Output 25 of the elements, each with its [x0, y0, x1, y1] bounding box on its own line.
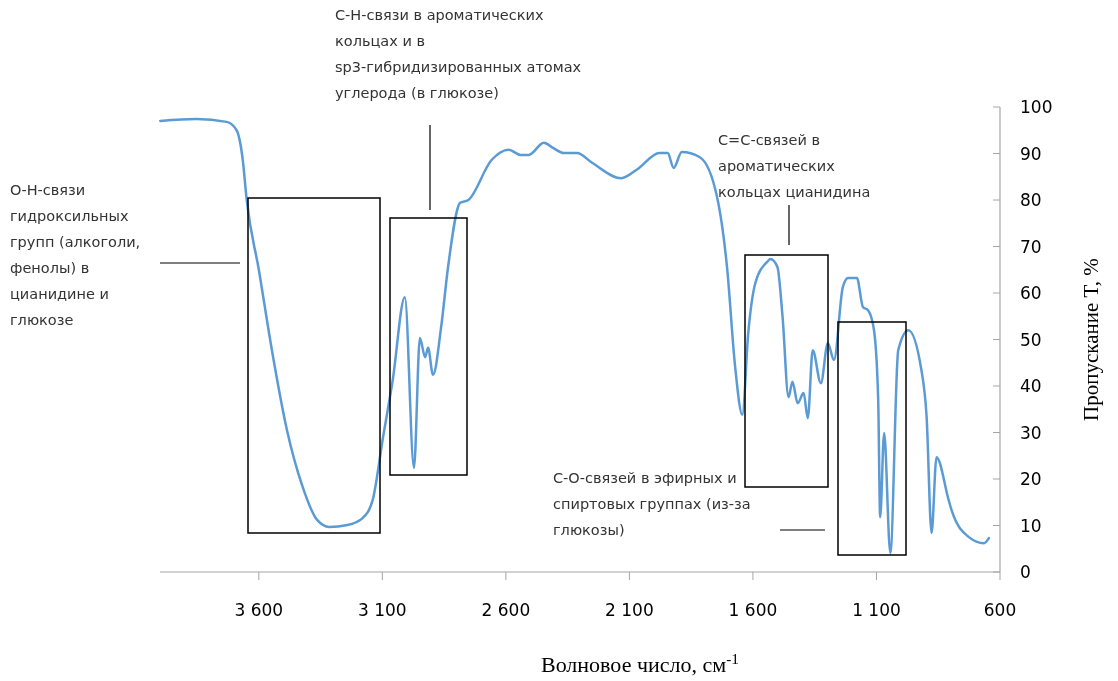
y-tick-label: 10 — [1020, 515, 1042, 536]
x-axis-title: Волновое число, см$^{-1}$ — [540, 649, 740, 677]
x-tick-label: 2 600 — [481, 600, 531, 620]
y-tick-label: 30 — [1020, 422, 1042, 443]
y-tick-label: 0 — [1020, 562, 1031, 582]
x-tick-label: 3 100 — [358, 600, 407, 620]
x-tick-label: 600 — [983, 600, 1017, 620]
text: С-Н-связи в ароматических кольцах и в sp3-гибридизированных атомах углерода (в глюкозе) — [335, 7, 582, 101]
y-tick-label: 90 — [1020, 143, 1042, 164]
y-tick-label: 50 — [1020, 329, 1042, 350]
x-tick-label: 1 100 — [852, 600, 901, 620]
y-tick-label: 40 — [1020, 376, 1042, 396]
x-tick-label: 3 600 — [234, 600, 284, 620]
x-tick-label: 1 600 — [728, 600, 778, 620]
x-tick-label: 2 100 — [605, 600, 654, 620]
annotation: С-О-связей в эфирных и спиртовых группах (из-за глюкозы) — [553, 470, 751, 538]
y-tick-label: 100 — [1020, 97, 1053, 117]
y-axis-title: Пропускание T, % — [1079, 258, 1103, 421]
annotation: С=С-связей в ароматических кольцах цианидина — [718, 132, 871, 200]
y-tick-label: 20 — [1020, 469, 1042, 489]
line-series — [159, 117, 991, 555]
y-tick-label: 80 — [1020, 190, 1042, 210]
y-tick-label: 60 — [1020, 283, 1042, 303]
text: О-Н-связи гидроксильных групп (алкоголи, фенолы) в цианидине и глюкозе — [10, 182, 141, 328]
y-tick-label: 70 — [1020, 236, 1042, 257]
